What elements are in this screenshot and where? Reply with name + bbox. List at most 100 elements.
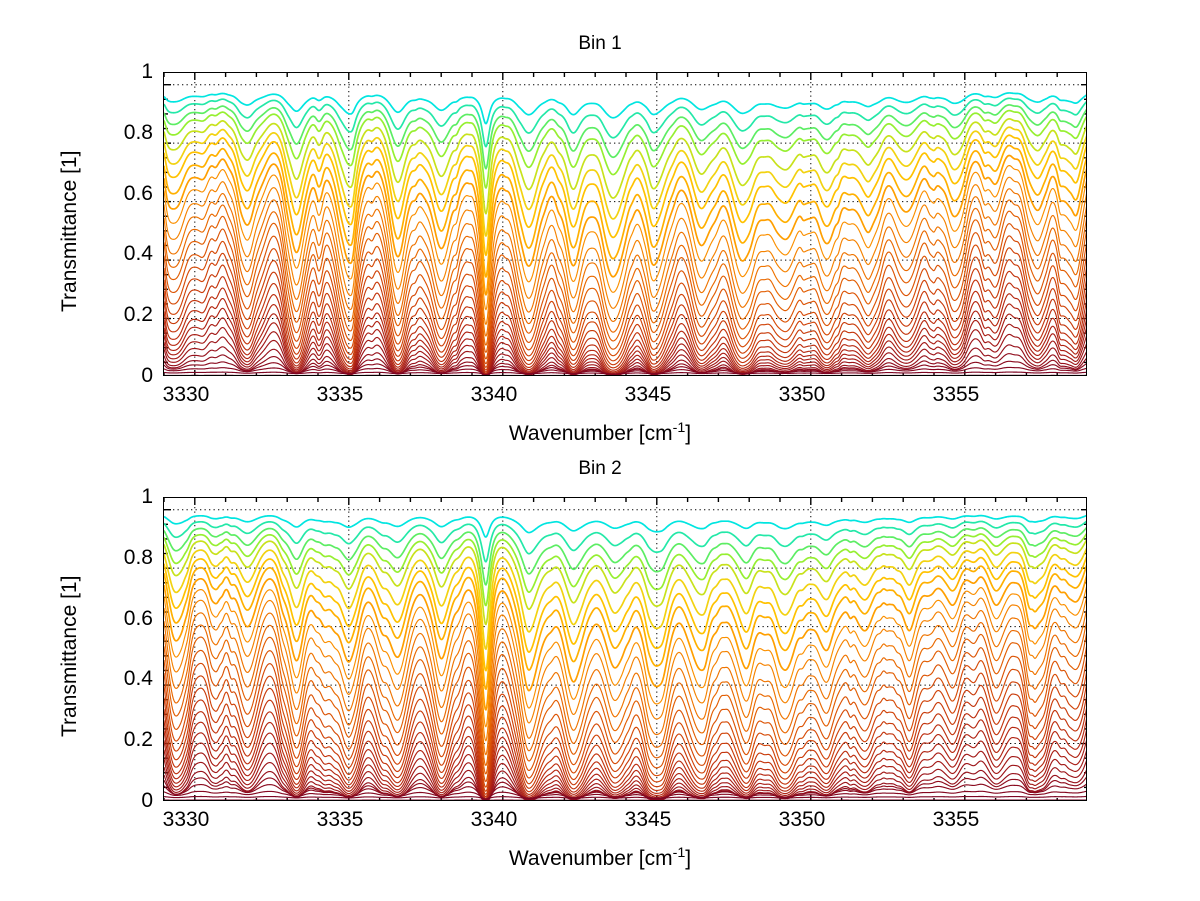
xtick-label-bin2-3355: 3355: [932, 808, 980, 831]
spectrum-trace: [164, 520, 1086, 563]
ytick-label-bin2-0_2: 0.2: [123, 728, 153, 752]
ytick-label-bin1-0: 0: [141, 364, 153, 387]
spectrum-trace: [164, 514, 1086, 538]
spectrum-trace: [164, 199, 1086, 346]
xtick-label-bin2-3340: 3340: [470, 808, 518, 831]
xaxis-label-text-bin1: Wavenumber [cm: [508, 422, 673, 445]
spectrum-trace: [164, 729, 1086, 800]
xtick-label-bin2-3335: 3335: [316, 808, 364, 831]
spectrum-trace: [164, 188, 1086, 337]
spectrum-trace: [164, 621, 1086, 767]
spectrum-trace: [164, 97, 1086, 148]
spectrum-trace: [164, 210, 1086, 353]
spectrum-trace: [164, 235, 1086, 365]
spectrum-trace: [164, 303, 1086, 375]
spectrum-trace: [164, 539, 1086, 626]
ytick-label-bin1-0_4: 0.4: [123, 242, 153, 266]
spectrum-trace: [164, 333, 1086, 375]
spectrum-trace: [164, 659, 1086, 788]
xtick-label-bin2-3345: 3345: [624, 808, 672, 831]
ytick-label-bin2-0_4: 0.4: [123, 667, 153, 691]
ytick-label-bin1-0_2: 0.2: [123, 303, 153, 327]
xaxis-label-text-bin2: Wavenumber [cm: [508, 847, 673, 870]
xaxis-label-bracket-bin1: ]: [685, 422, 692, 445]
spectrum-trace: [164, 683, 1086, 795]
xtick-label-bin1-3335: 3335: [316, 383, 364, 406]
xaxis-label-bin-2: Wavenumber [cm-1]: [0, 845, 1200, 871]
spectrum-trace: [164, 282, 1086, 375]
xaxis-label-exponent-bin1: -1: [672, 420, 686, 436]
spectrum-trace: [164, 556, 1086, 672]
xtick-label-bin1-3340: 3340: [470, 383, 518, 406]
spectrum-trace: [164, 646, 1086, 783]
xtick-label-bin2-3350: 3350: [778, 808, 826, 831]
spectrum-trace: [164, 176, 1086, 325]
spectrum-trace: [164, 790, 1086, 800]
axes-area-bin-1: [163, 72, 1087, 376]
spectrum-trace: [164, 795, 1086, 800]
spectrum-trace: [164, 223, 1086, 360]
xaxis-label-exponent-bin2: -1: [672, 845, 686, 861]
spectrum-trace: [164, 366, 1086, 375]
plot-title-bin-2: Bin 2: [578, 458, 622, 479]
spectrum-trace: [164, 633, 1086, 775]
spectrum-trace: [164, 104, 1086, 170]
yaxis-label-bin-1: Transmittance [1]: [58, 150, 81, 312]
yaxis-label-bin-2: Transmittance [1]: [58, 575, 81, 737]
axes-area-bin-2: [163, 497, 1087, 801]
subplot-bin-2: Bin 2 1 0.8 0.6 0.4 0.2 0 3330 3335 3340…: [0, 425, 1200, 901]
ytick-label-bin2-0_6: 0.6: [123, 606, 153, 630]
spectrum-trace: [164, 247, 1086, 368]
spectrum-trace: [164, 609, 1086, 756]
spectrum-trace: [164, 313, 1086, 375]
spectrum-trace: [164, 671, 1086, 792]
spectrum-trace: [164, 371, 1086, 375]
spectrum-trace: [164, 547, 1086, 651]
spectrum-trace: [164, 532, 1086, 607]
ytick-label-bin1-0_8: 0.8: [123, 120, 153, 144]
spectrum-trace: [164, 126, 1086, 237]
spectrum-trace: [164, 527, 1086, 586]
spectrum-traces: [164, 92, 1086, 375]
spectrum-trace: [164, 739, 1086, 800]
ytick-label-bin2-1: 1: [141, 485, 153, 508]
xtick-label-bin1-3345: 3345: [624, 383, 672, 406]
ytick-label-bin2-0_8: 0.8: [123, 545, 153, 569]
spectrum-trace: [164, 164, 1086, 311]
spectrum-trace: [164, 695, 1086, 798]
spectrum-trace: [164, 270, 1086, 373]
xaxis-label-bin-1: Wavenumber [cm-1]: [0, 420, 1200, 446]
spectrum-trace: [164, 586, 1086, 728]
xtick-label-bin1-3355: 3355: [932, 383, 980, 406]
spectrum-trace: [164, 718, 1086, 800]
spectrum-trace: [164, 760, 1086, 800]
subplot-bin-1: Bin 1 1 0.8 0.6 0.4 0.2 0 3330 3335 3340…: [0, 33, 1200, 446]
spectrum-trace: [164, 293, 1086, 375]
plot-title-bin-1: Bin 1: [578, 33, 622, 54]
xtick-label-bin1-3330: 3330: [162, 383, 210, 406]
spectrum-trace: [164, 575, 1086, 711]
spectrum-trace: [164, 783, 1086, 800]
spectrum-trace: [164, 323, 1086, 375]
spectrum-trace: [164, 109, 1086, 189]
spectrum-trace: [164, 750, 1086, 800]
spectrum-trace: [164, 118, 1086, 215]
spectrum-trace: [164, 707, 1086, 799]
spectrum-traces: [164, 514, 1086, 800]
spectrum-trace: [164, 259, 1086, 371]
spectrum-trace: [164, 144, 1086, 278]
spectra-plot-bin-1: [164, 73, 1086, 375]
spectrum-trace: [164, 154, 1086, 296]
xtick-label-bin1-3350: 3350: [778, 383, 826, 406]
spectrum-trace: [164, 564, 1086, 691]
spectra-plot-bin-2: [164, 498, 1086, 800]
xtick-label-bin2-3330: 3330: [162, 808, 210, 831]
xaxis-label-bracket-bin2: ]: [685, 847, 692, 870]
spectrum-trace: [164, 596, 1086, 742]
spectrum-trace: [164, 92, 1086, 125]
ytick-label-bin1-1: 1: [141, 60, 153, 83]
ytick-label-bin2-0: 0: [141, 789, 153, 812]
spectrum-trace: [164, 134, 1086, 257]
ytick-label-bin1-0_6: 0.6: [123, 181, 153, 205]
